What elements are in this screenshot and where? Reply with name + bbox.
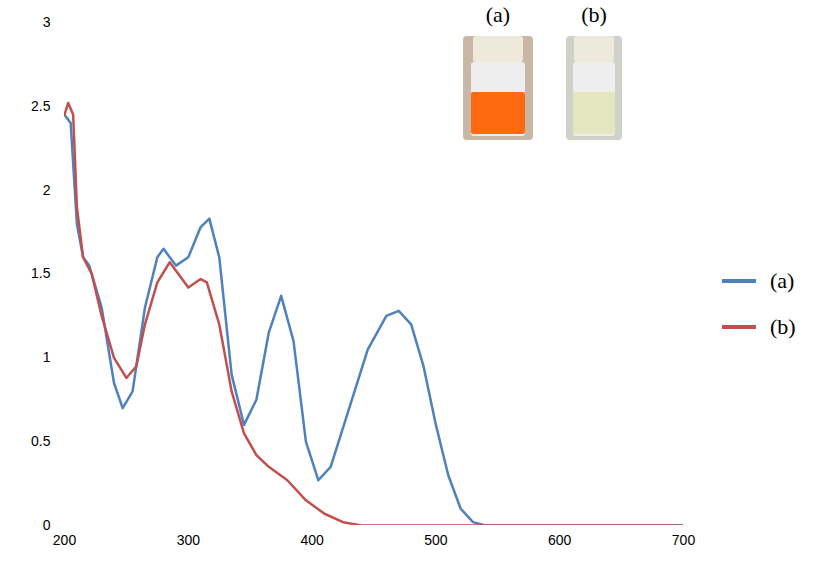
svg-text:3: 3 [43, 14, 51, 30]
svg-text:1: 1 [43, 349, 51, 365]
svg-text:2: 2 [43, 182, 51, 198]
svg-text:0.5: 0.5 [31, 433, 51, 449]
html-text:(a): (a) [485, 2, 511, 27]
svg-text:300: 300 [177, 532, 201, 548]
svg-text:2.5: 2.5 [31, 98, 51, 114]
svg-text:400: 400 [300, 532, 324, 548]
html-text:(a): (a) [770, 268, 795, 293]
svg-text:500: 500 [424, 532, 448, 548]
svg-text:200: 200 [53, 532, 77, 548]
html-text:(b): (b) [770, 314, 796, 339]
html-text:(b): (b) [581, 2, 607, 27]
svg-text:600: 600 [548, 532, 572, 548]
svg-text:0: 0 [43, 517, 51, 533]
svg-text:700: 700 [672, 532, 696, 548]
svg-text:1.5: 1.5 [31, 265, 51, 281]
